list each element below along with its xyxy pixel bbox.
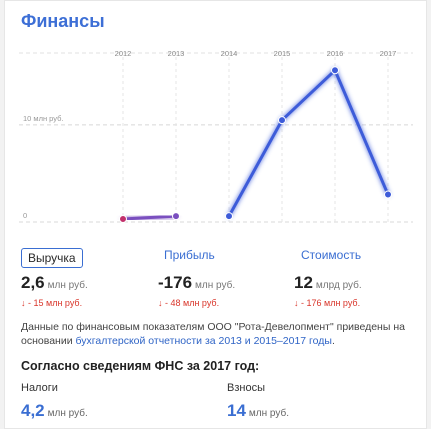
tab-revenue[interactable]: Выручка — [21, 248, 83, 268]
profit-delta: ↓ - 48 млн руб. — [158, 298, 220, 308]
source-note: Данные по финансовым показателям ООО "Ро… — [21, 320, 416, 348]
x-tick-label: 2015 — [274, 49, 291, 58]
series-line-segment — [333, 68, 390, 197]
y-tick-label: 0 — [23, 211, 27, 220]
revenue-delta: ↓ - 15 млн руб. — [21, 298, 83, 308]
taxes-label: Налоги — [21, 382, 58, 394]
revenue-number: 2,6 — [21, 273, 45, 292]
value-number: 12 — [294, 273, 313, 292]
taxes-number: 4,2 — [21, 401, 45, 420]
x-tick-label: 2017 — [380, 49, 397, 58]
note-text: Данные по финансовым показателям ООО "Ро… — [21, 321, 405, 347]
tab-profit[interactable]: Прибыль — [164, 248, 215, 262]
contributions-value: 14 млн руб. — [227, 401, 289, 421]
data-point[interactable] — [278, 116, 286, 125]
data-point[interactable] — [331, 66, 339, 75]
series-line-segment — [121, 214, 178, 221]
value-value: 12 млрд руб. — [294, 273, 362, 293]
x-tick-label: 2014 — [221, 49, 238, 58]
fns-title: Согласно сведениям ФНС за 2017 год: — [21, 359, 260, 373]
profit-number: -176 — [158, 273, 193, 292]
finance-line-chart: 2012 2013 2014 2015 2016 2017 0 10 млн руб. — [19, 49, 413, 223]
profit-unit: млн руб. — [195, 280, 236, 291]
profit-value: -176 млн руб. — [158, 273, 235, 293]
contributions-unit: млн руб. — [248, 408, 289, 419]
value-delta: ↓ - 176 млн руб. — [294, 298, 361, 308]
finance-card: Финансы 2012 2013 2014 2015 2016 2017 0 10 млн… — [4, 0, 427, 429]
reports-link[interactable]: бухгалтерской отчетности за 2013 и 2015–… — [75, 335, 332, 347]
x-tick-label: 2013 — [168, 49, 185, 58]
x-tick-label: 2016 — [327, 49, 344, 58]
contributions-label: Взносы — [227, 382, 265, 394]
series-line-segment — [227, 118, 284, 218]
data-point[interactable] — [172, 212, 180, 221]
value-unit: млрд руб. — [315, 280, 362, 291]
taxes-value: 4,2 млн руб. — [21, 401, 88, 421]
contributions-number: 14 — [227, 401, 246, 420]
tab-value[interactable]: Стоимость — [301, 248, 362, 262]
note-end: . — [331, 335, 335, 347]
x-tick-label: 2012 — [115, 49, 132, 58]
data-point[interactable] — [384, 190, 392, 199]
card-title: Финансы — [21, 11, 105, 31]
data-point[interactable] — [225, 212, 233, 221]
y-tick-label: 10 млн руб. — [23, 114, 64, 123]
revenue-unit: млн руб. — [47, 280, 88, 291]
taxes-unit: млн руб. — [47, 408, 88, 419]
data-point[interactable] — [119, 215, 127, 223]
series-line-segment — [280, 68, 337, 122]
revenue-value: 2,6 млн руб. — [21, 273, 88, 293]
